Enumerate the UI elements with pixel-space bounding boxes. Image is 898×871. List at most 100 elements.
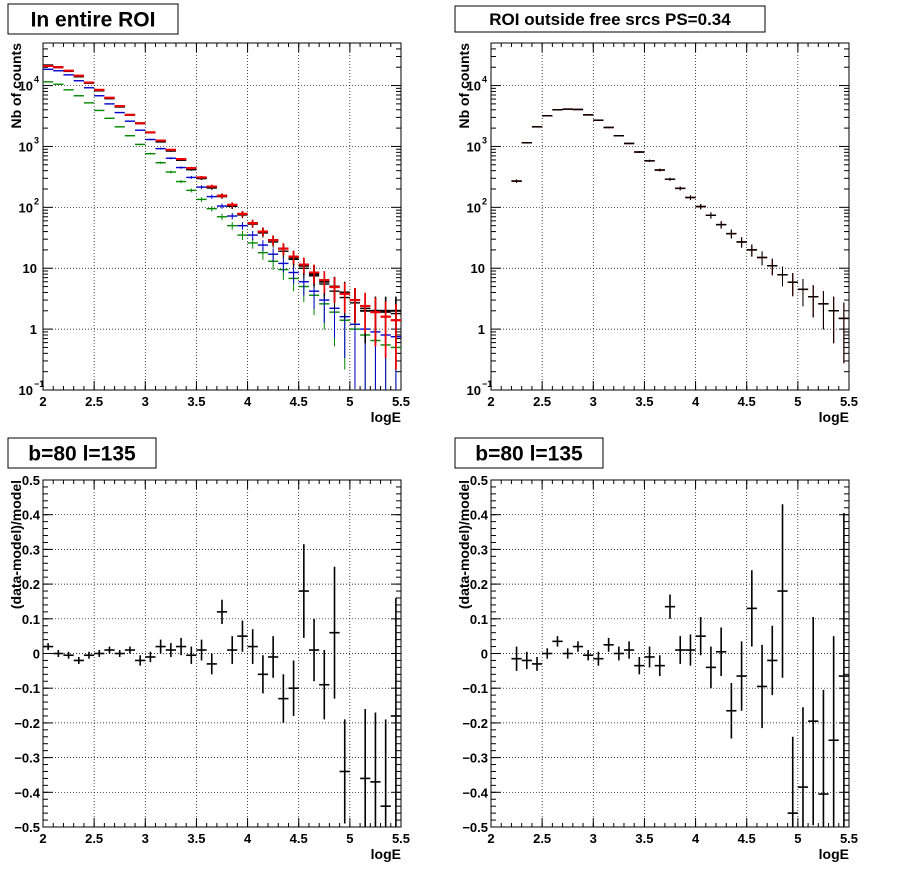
y-tick-label: 10 (23, 261, 37, 276)
y-tick-label: −0.3 (462, 751, 488, 766)
x-tick-label: 5.5 (840, 831, 858, 846)
x-tick-label: 3 (590, 831, 597, 846)
y-tick-label: 10 (467, 200, 481, 215)
y-tick-label: 10 (19, 139, 33, 154)
x-tick-label: 4 (244, 394, 252, 409)
y-tick-exponent: 2 (482, 196, 487, 206)
x-tick-label: 4 (692, 831, 700, 846)
y-tick-label: 0.4 (470, 508, 489, 523)
y-tick-exponent: 3 (34, 135, 39, 145)
y-tick-label: 10 (467, 79, 481, 94)
y-tick-label: 10 (19, 79, 33, 94)
chart-title: In entire ROI (31, 9, 156, 32)
y-tick-label: 0 (481, 647, 488, 662)
x-tick-label: 3.5 (187, 394, 205, 409)
x-tick-label: 4 (692, 394, 700, 409)
y-axis-title: (data-model)/model (456, 480, 472, 609)
y-axis-title: (data-model)/model (8, 480, 24, 609)
y-tick-label: −0.5 (462, 820, 488, 835)
x-axis-title: logE (371, 846, 401, 862)
y-tick-exponent: 2 (34, 196, 39, 206)
x-tick-label: 3 (142, 831, 149, 846)
chart-title: ROI outside free srcs PS=0.34 (489, 10, 731, 29)
y-axis-title: Nb of counts (456, 43, 472, 129)
y-tick-exponent: 4 (34, 75, 39, 85)
x-tick-label: 3 (142, 394, 149, 409)
x-axis-title: logE (371, 409, 401, 425)
y-tick-label: 10 (471, 261, 485, 276)
residual-points (43, 544, 401, 827)
y-tick-label: −0.4 (14, 785, 40, 800)
y-tick-label: 0.5 (470, 473, 488, 488)
y-tick-label: −0.1 (462, 681, 488, 696)
y-tick-label: 10 (19, 383, 33, 398)
data-series-3 (511, 108, 849, 364)
x-axis-title: logE (819, 846, 849, 862)
x-tick-label: 3 (590, 394, 597, 409)
x-tick-label: 5 (794, 831, 801, 846)
x-tick-label: 2.5 (533, 831, 551, 846)
title-box (454, 437, 604, 469)
y-tick-label: 10 (467, 383, 481, 398)
y-tick-label: 10 (19, 200, 33, 215)
x-tick-label: 2 (39, 394, 46, 409)
y-tick-exponent: −1 (34, 379, 44, 389)
x-tick-label: 5.5 (392, 831, 410, 846)
x-tick-label: 4.5 (290, 831, 308, 846)
y-tick-label: 10 (467, 139, 481, 154)
y-tick-exponent: −1 (482, 379, 492, 389)
y-tick-label: 1 (478, 322, 485, 337)
y-tick-label: −0.2 (462, 716, 488, 731)
x-axis-title: logE (819, 409, 849, 425)
x-tick-label: 5 (346, 831, 353, 846)
x-tick-label: 4.5 (738, 394, 756, 409)
y-tick-label: −0.4 (462, 785, 488, 800)
plot-frame (490, 42, 850, 391)
x-tick-label: 4 (244, 831, 252, 846)
x-tick-label: 3.5 (635, 831, 653, 846)
title-box (7, 3, 179, 35)
y-tick-label: 0.2 (22, 577, 40, 592)
y-axis-title: Nb of counts (8, 43, 24, 129)
y-tick-label: 0.1 (22, 612, 40, 627)
y-tick-label: 0.3 (22, 542, 40, 557)
x-tick-label: 2 (487, 831, 494, 846)
title-box (7, 437, 157, 469)
y-tick-label: 0.4 (22, 508, 41, 523)
y-tick-label: 0.2 (470, 577, 488, 592)
x-tick-label: 5 (794, 394, 801, 409)
chart-panel-3: 2 2.5 3 3.5 4 4.5 5 5.5 −0.5 −0.4 −0.3 −0.2 −0.1 0 0.1… (7, 437, 410, 862)
x-tick-label: 2 (487, 394, 494, 409)
y-tick-exponent: 3 (482, 135, 487, 145)
y-tick-label: −0.1 (14, 681, 40, 696)
x-tick-label: 2.5 (85, 831, 103, 846)
data-series-6 (43, 64, 401, 370)
x-tick-label: 5.5 (392, 394, 410, 409)
x-tick-label: 3.5 (187, 831, 205, 846)
x-tick-label: 2.5 (533, 394, 551, 409)
x-tick-label: 2.5 (85, 394, 103, 409)
chart-title: b=80 l=135 (475, 443, 583, 466)
title-box (454, 5, 766, 33)
y-tick-label: 0.3 (470, 542, 488, 557)
y-tick-label: 0.5 (22, 473, 40, 488)
x-tick-label: 3.5 (635, 394, 653, 409)
x-tick-label: 4.5 (290, 394, 308, 409)
y-tick-label: −0.5 (14, 820, 40, 835)
y-tick-label: 0 (33, 647, 40, 662)
y-tick-exponent: 4 (482, 75, 487, 85)
chart-panel-4: 2 2.5 3 3.5 4 4.5 5 5.5 −0.5 −0.4 −0.3 −0.2 −0.1 0 0.1… (454, 437, 858, 862)
residual-points (511, 504, 849, 827)
y-tick-label: 1 (30, 322, 37, 337)
x-tick-label: 2 (39, 831, 46, 846)
x-tick-label: 5.5 (840, 394, 858, 409)
y-tick-label: −0.2 (14, 716, 40, 731)
y-tick-label: −0.3 (14, 751, 40, 766)
y-tick-label: 0.1 (470, 612, 488, 627)
chart-title: b=80 l=135 (28, 443, 136, 466)
x-tick-label: 5 (346, 394, 353, 409)
x-tick-label: 4.5 (738, 831, 756, 846)
